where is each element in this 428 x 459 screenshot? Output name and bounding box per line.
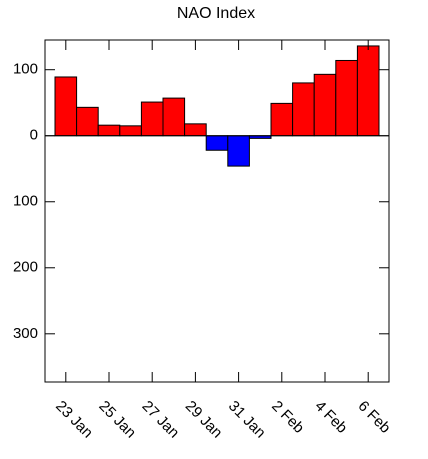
x-tick-label: 6 Feb [355, 398, 394, 437]
bar [54, 76, 78, 137]
plot-frame [44, 39, 390, 383]
x-tick-label: 4 Feb [311, 398, 350, 437]
x-tick-label: 31 Jan [225, 398, 269, 442]
bar [205, 135, 229, 151]
chart-title: NAO Index [177, 5, 255, 22]
y-tick-label: 0 [30, 127, 38, 144]
x-tick-label: 2 Feb [268, 398, 307, 437]
y-tick-label: 300 [13, 325, 38, 342]
bar [119, 125, 142, 137]
y-tick-label: 100 [13, 193, 38, 210]
bar [227, 135, 250, 167]
x-tick-label: 23 Jan [52, 398, 96, 442]
bar [335, 59, 358, 137]
bar [292, 82, 315, 137]
bar [356, 45, 380, 137]
y-tick-label: 200 [13, 259, 38, 276]
x-tick-label: 27 Jan [139, 398, 183, 442]
x-tick-label: 29 Jan [182, 398, 226, 442]
bar [184, 123, 207, 137]
bar [313, 73, 337, 137]
bar [140, 101, 164, 137]
y-tick-label: 100 [13, 61, 38, 78]
bar [97, 124, 121, 137]
x-tick-label: 25 Jan [95, 398, 139, 442]
bar [270, 102, 294, 137]
bar [76, 106, 99, 137]
bar [162, 97, 186, 137]
